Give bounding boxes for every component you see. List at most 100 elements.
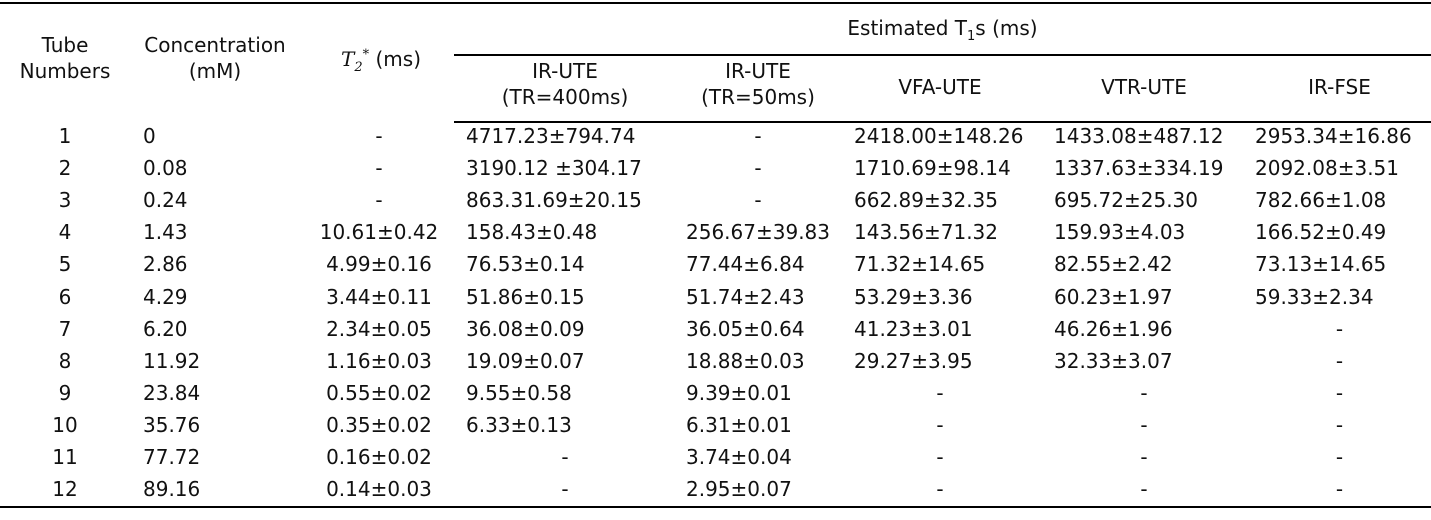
ir-ute-50-cell: 2.95±0.07 xyxy=(686,477,792,502)
tube-number-cell: 7 xyxy=(58,316,72,341)
header-ir-ute-400-line1: IR-UTE xyxy=(532,59,598,83)
t2-superscript: * xyxy=(362,47,370,63)
concentration-cell: 0.24 xyxy=(143,188,188,213)
table-row: 7 6.20 2.34±0.05 36.08±0.09 36.05±0.64 41.23±… xyxy=(0,313,1431,345)
t2-star-cell: - xyxy=(375,188,383,213)
concentration-cell: 4.29 xyxy=(143,284,188,309)
ir-ute-50-cell: 6.31±0.01 xyxy=(686,412,792,437)
t2-star-cell: 2.34±0.05 xyxy=(326,316,432,341)
ir-ute-50-cell: - xyxy=(754,188,762,213)
ir-fse-cell: 73.13±14.65 xyxy=(1255,252,1387,277)
vtr-ute-cell: - xyxy=(1140,380,1148,405)
table-row: 10 35.76 0.35±0.02 6.33±0.13 6.31±0.01 - - - xyxy=(0,409,1431,441)
ir-ute-50-cell: - xyxy=(754,124,762,148)
vtr-ute-cell: 159.93±4.03 xyxy=(1054,220,1186,245)
ir-ute-50-cell: 77.44±6.84 xyxy=(686,252,805,277)
ir-ute-50-cell: - xyxy=(754,156,762,181)
tube-number-cell: 2 xyxy=(58,156,72,181)
group-title-post: s (ms) xyxy=(975,16,1038,40)
vtr-ute-cell: 1337.63±334.19 xyxy=(1054,156,1224,181)
table-bottom-rule xyxy=(0,506,1431,508)
concentration-cell: 2.86 xyxy=(143,252,188,277)
vfa-ute-cell: 71.32±14.65 xyxy=(854,252,986,277)
table-row: 3 0.24 - 863.31.69±20.15 - 662.89±32.35 695.72… xyxy=(0,184,1431,216)
ir-ute-400-cell: 4717.23±794.74 xyxy=(466,124,636,148)
ir-ute-400-cell: 6.33±0.13 xyxy=(466,412,572,437)
ir-ute-50-cell: 51.74±2.43 xyxy=(686,284,805,309)
ir-fse-cell: 2953.34±16.86 xyxy=(1255,124,1412,148)
concentration-cell: 77.72 xyxy=(143,445,201,469)
table-row: 9 23.84 0.55±0.02 9.55±0.58 9.39±0.01 - - - xyxy=(0,377,1431,409)
vtr-ute-cell: 46.26±1.96 xyxy=(1054,316,1173,341)
header-vtr-ute: VTR-UTE xyxy=(1040,74,1248,100)
ir-fse-cell: - xyxy=(1335,412,1344,437)
tube-number-cell: 3 xyxy=(58,188,72,213)
ir-fse-cell: - xyxy=(1335,445,1344,469)
table-row: 5 2.86 4.99±0.16 76.53±0.14 77.44±6.84 71.32±… xyxy=(0,248,1431,280)
ir-fse-cell: - xyxy=(1335,316,1344,341)
table-row: 6 4.29 3.44±0.11 51.86±0.15 51.74±2.43 53.29±… xyxy=(0,281,1431,313)
header-tube-line2: Numbers xyxy=(19,59,111,83)
t2-letter: T xyxy=(341,47,355,71)
ir-fse-cell: 166.52±0.49 xyxy=(1255,220,1387,245)
t2-subscript: 2 xyxy=(354,60,363,75)
ir-fse-cell: 782.66±1.08 xyxy=(1255,188,1387,213)
vtr-ute-cell: 1433.08±487.12 xyxy=(1054,124,1224,148)
concentration-cell: 0 xyxy=(143,124,156,148)
header-ir-ute-50-line1: IR-UTE xyxy=(725,59,791,83)
table-row: 4 1.43 10.61±0.42 158.43±0.48 256.67±39.83 14… xyxy=(0,216,1431,248)
concentration-cell: 1.43 xyxy=(143,220,188,245)
vtr-ute-cell: 60.23±1.97 xyxy=(1054,284,1173,309)
ir-ute-50-cell: 256.67±39.83 xyxy=(686,220,830,245)
tube-number-cell: 5 xyxy=(58,252,72,277)
t2-star-cell: 0.55±0.02 xyxy=(326,380,432,405)
group-title-pre: Estimated T xyxy=(847,16,968,40)
header-ir-ute-50-line2: (TR=50ms) xyxy=(701,85,815,109)
header-ir-fse: IR-FSE xyxy=(1248,74,1431,100)
vtr-ute-cell: 32.33±3.07 xyxy=(1054,348,1173,373)
header-ir-ute-50: IR-UTE (TR=50ms) xyxy=(676,58,840,110)
group-title-subscript: 1 xyxy=(967,29,976,44)
vfa-ute-cell: 2418.00±148.26 xyxy=(854,124,1024,148)
vtr-ute-cell: - xyxy=(1140,412,1148,437)
t2-symbol: T2* xyxy=(341,47,370,74)
ir-ute-400-cell: 863.31.69±20.15 xyxy=(466,188,642,213)
header-vtr-ute-label: VTR-UTE xyxy=(1101,75,1187,99)
ir-ute-50-cell: 3.74±0.04 xyxy=(686,445,792,469)
header-vfa-ute-label: VFA-UTE xyxy=(898,75,982,99)
t2-star-cell: 4.99±0.16 xyxy=(326,252,432,277)
header-concentration: Concentration (mM) xyxy=(140,32,290,84)
ir-ute-50-cell: 18.88±0.03 xyxy=(686,348,805,373)
vtr-ute-cell: 695.72±25.30 xyxy=(1054,188,1198,213)
t2-star-cell: 0.35±0.02 xyxy=(326,412,432,437)
table-row: 2 0.08 - 3190.12 ±304.17 - 1710.69±98.14 1337.… xyxy=(0,152,1431,184)
header-estimated-t1: Estimated T1s (ms) xyxy=(454,15,1431,44)
table-row: 12 89.16 0.14±0.03 - 2.95±0.07 - - - xyxy=(0,473,1431,505)
ir-ute-400-cell: - xyxy=(561,445,569,469)
t2-unit: (ms) xyxy=(369,47,421,71)
concentration-cell: 89.16 xyxy=(143,477,201,502)
concentration-cell: 35.76 xyxy=(143,412,201,437)
concentration-cell: 23.84 xyxy=(143,380,201,405)
t2-star-cell: - xyxy=(375,124,383,148)
header-ir-ute-400: IR-UTE (TR=400ms) xyxy=(454,58,676,110)
header-vfa-ute: VFA-UTE xyxy=(840,74,1040,100)
vtr-ute-cell: 82.55±2.42 xyxy=(1054,252,1173,277)
ir-ute-400-cell: - xyxy=(561,477,569,502)
vtr-ute-cell: - xyxy=(1140,477,1148,502)
t2-star-cell: 0.16±0.02 xyxy=(326,445,432,469)
tube-number-cell: 1 xyxy=(58,124,72,148)
vfa-ute-cell: 143.56±71.32 xyxy=(854,220,998,245)
tube-number-cell: 8 xyxy=(58,348,72,373)
ir-ute-400-cell: 36.08±0.09 xyxy=(466,316,585,341)
concentration-cell: 6.20 xyxy=(143,316,188,341)
vfa-ute-cell: - xyxy=(936,380,944,405)
concentration-cell: 0.08 xyxy=(143,156,188,181)
concentration-cell: 11.92 xyxy=(143,348,201,373)
vfa-ute-cell: 1710.69±98.14 xyxy=(854,156,1011,181)
tube-number-cell: 10 xyxy=(52,412,78,437)
vfa-ute-cell: 53.29±3.36 xyxy=(854,284,973,309)
tube-number-cell: 9 xyxy=(58,380,72,405)
ir-ute-400-cell: 51.86±0.15 xyxy=(466,284,585,309)
